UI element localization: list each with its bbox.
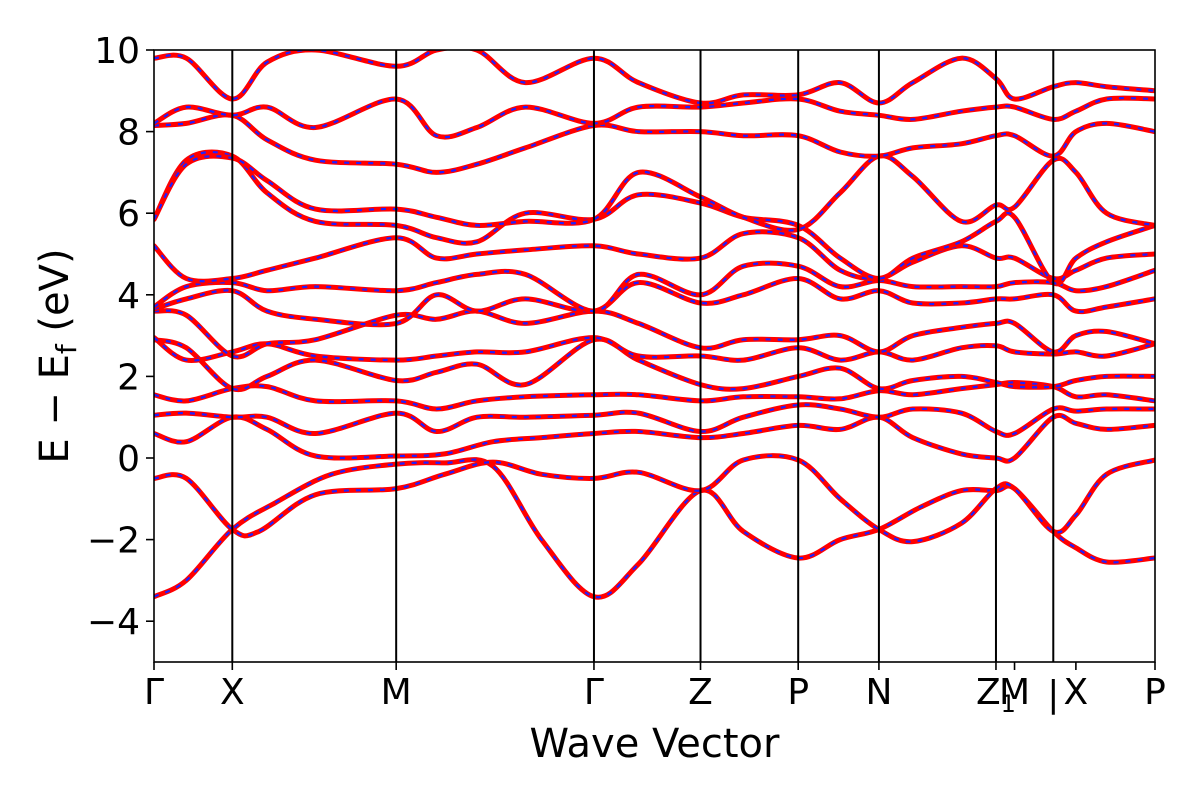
band-line-dashed-9 xyxy=(154,262,1155,313)
band-line-dashed-1 xyxy=(154,454,1155,543)
x-tick-label-1: X xyxy=(220,672,245,713)
y-tick-label-6: 8 xyxy=(117,113,140,154)
y-tick-label-4: 4 xyxy=(117,276,140,317)
band-line-dashed-7 xyxy=(154,309,1155,359)
x-tick-label-6: N xyxy=(865,672,892,713)
y-axis-title-unit: (eV) xyxy=(32,248,78,344)
y-tick-label-5: 6 xyxy=(117,194,140,235)
band-lines xyxy=(154,50,1155,600)
band-line-dashed-12 xyxy=(154,154,1155,232)
x-tick-label-separator: | xyxy=(1047,674,1059,715)
band-line-0 xyxy=(154,457,1155,600)
plot-frame xyxy=(153,49,1156,663)
band-line-dashed-14 xyxy=(154,96,1155,139)
band-line-2 xyxy=(154,412,1155,464)
y-axis-title-main: E − E xyxy=(32,354,78,464)
band-line-dashed-5 xyxy=(154,337,1155,391)
band-line-13 xyxy=(154,112,1155,175)
x-axis-ticks: Γ X M Γ Z P N Z1M X P| xyxy=(144,662,1166,718)
kpath-dividers xyxy=(231,50,1055,662)
x-tick-label-8: M xyxy=(999,672,1030,713)
band-line-dashed-4 xyxy=(154,381,1155,411)
band-line-1 xyxy=(154,453,1155,545)
y-tick-label-3: 2 xyxy=(117,357,140,398)
band-line-dashed-6 xyxy=(154,336,1155,362)
y-tick-label-7: 10 xyxy=(94,31,140,72)
y-axis-title-subscript: f xyxy=(50,343,83,354)
x-tick-label-3: Γ xyxy=(584,672,604,713)
band-line-dashed-8 xyxy=(154,277,1155,326)
band-line-15 xyxy=(154,50,1155,106)
x-tick-label-10: P xyxy=(1144,672,1166,713)
band-line-10 xyxy=(154,229,1155,284)
band-line-dashed-3 xyxy=(154,403,1155,437)
y-axis-title: E − Ef (eV) xyxy=(32,248,83,463)
band-line-dashed-13 xyxy=(154,113,1155,174)
x-tick-label-5: P xyxy=(787,672,809,713)
x-tick-label-0: Γ xyxy=(144,672,164,713)
y-tick-label-0: −4 xyxy=(87,602,140,643)
x-tick-label-9: X xyxy=(1064,672,1089,713)
x-tick-label-4: Z xyxy=(688,672,713,713)
y-axis-ticks: −4 −2 0 2 4 6 8 10 xyxy=(87,31,154,643)
band-line-dashed-10 xyxy=(154,230,1155,283)
band-line-dashed-11 xyxy=(154,151,1155,285)
x-axis-title: Wave Vector xyxy=(530,721,781,767)
y-tick-label-2: 0 xyxy=(117,439,140,480)
y-tick-label-1: −2 xyxy=(87,521,140,562)
x-tick-label-2: M xyxy=(381,672,412,713)
band-line-dashed-0 xyxy=(154,458,1155,599)
